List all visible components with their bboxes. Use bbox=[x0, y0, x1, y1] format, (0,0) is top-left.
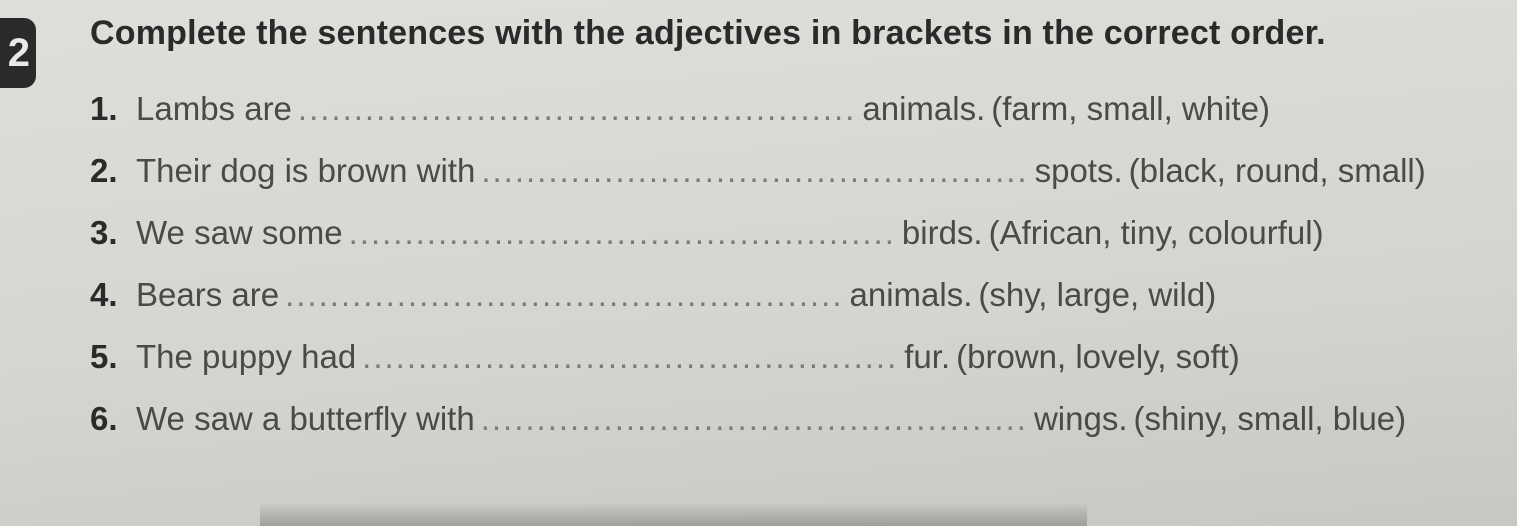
item-number: 2. bbox=[90, 152, 136, 190]
sentence-row: 2. Their dog is brown with .............… bbox=[90, 152, 1497, 190]
item-number: 1. bbox=[90, 90, 136, 128]
sentence-row: 3. We saw some .........................… bbox=[90, 214, 1497, 252]
sentence-prefix: Their dog is brown with bbox=[136, 152, 475, 190]
adjective-hint: (farm, small, white) bbox=[985, 90, 1270, 128]
sentence-row: 6. We saw a butterfly with .............… bbox=[90, 400, 1497, 438]
sentence-list: 1. Lambs are ...........................… bbox=[90, 90, 1497, 462]
sentence-suffix: animals. bbox=[850, 276, 973, 314]
sentence-row: 5. The puppy had .......................… bbox=[90, 338, 1497, 376]
adjective-hint: (African, tiny, colourful) bbox=[983, 214, 1324, 252]
fill-blank[interactable]: ........................................… bbox=[292, 90, 862, 128]
exercise-number-badge: 2 bbox=[0, 18, 36, 88]
sentence-prefix: We saw some bbox=[136, 214, 343, 252]
sentence-row: 1. Lambs are ...........................… bbox=[90, 90, 1497, 128]
fill-blank[interactable]: ........................................… bbox=[475, 400, 1034, 438]
fill-blank[interactable]: ........................................… bbox=[279, 276, 849, 314]
sentence-suffix: fur. bbox=[904, 338, 950, 376]
item-number: 6. bbox=[90, 400, 136, 438]
sentence-prefix: The puppy had bbox=[136, 338, 356, 376]
instruction-text: Complete the sentences with the adjectiv… bbox=[90, 14, 1487, 53]
item-number: 3. bbox=[90, 214, 136, 252]
sentence-suffix: birds. bbox=[902, 214, 983, 252]
sentence-prefix: Lambs are bbox=[136, 90, 292, 128]
adjective-hint: (brown, lovely, soft) bbox=[950, 338, 1240, 376]
bottom-shadow-strip bbox=[260, 502, 1087, 526]
fill-blank[interactable]: ........................................… bbox=[356, 338, 904, 376]
adjective-hint: (black, round, small) bbox=[1123, 152, 1426, 190]
sentence-prefix: Bears are bbox=[136, 276, 279, 314]
exercise-number: 2 bbox=[8, 31, 30, 76]
exercise-page: 2 Complete the sentences with the adject… bbox=[0, 0, 1517, 526]
fill-blank[interactable]: ........................................… bbox=[475, 152, 1034, 190]
sentence-prefix: We saw a butterfly with bbox=[136, 400, 475, 438]
fill-blank[interactable]: ........................................… bbox=[343, 214, 902, 252]
sentence-suffix: wings. bbox=[1034, 400, 1128, 438]
sentence-suffix: animals. bbox=[862, 90, 985, 128]
sentence-row: 4. Bears are ...........................… bbox=[90, 276, 1497, 314]
sentence-suffix: spots. bbox=[1035, 152, 1123, 190]
item-number: 4. bbox=[90, 276, 136, 314]
adjective-hint: (shiny, small, blue) bbox=[1128, 400, 1407, 438]
adjective-hint: (shy, large, wild) bbox=[972, 276, 1216, 314]
item-number: 5. bbox=[90, 338, 136, 376]
